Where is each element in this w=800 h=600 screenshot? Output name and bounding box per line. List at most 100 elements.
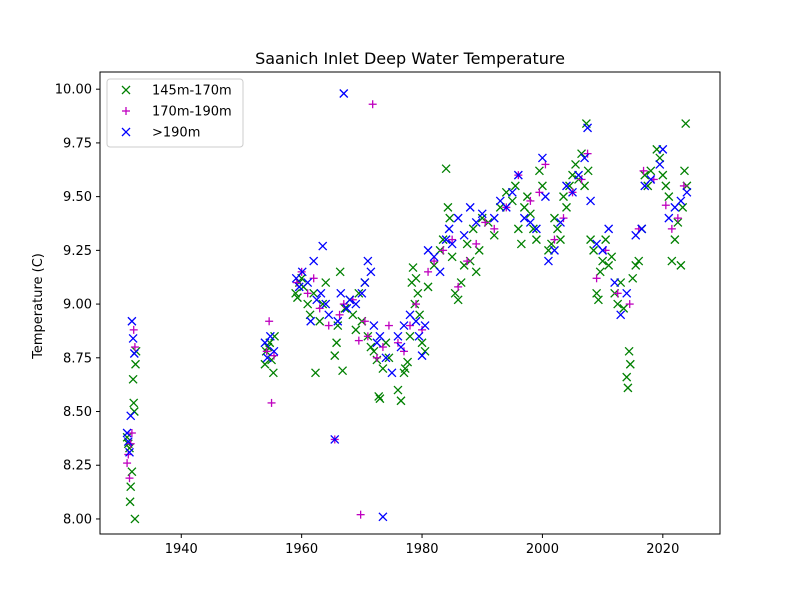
data-point (598, 245, 608, 255)
x-tick-label: 1940 (165, 542, 198, 557)
data-point (624, 346, 634, 356)
data-point (363, 332, 372, 341)
data-point (330, 351, 340, 361)
data-point (412, 300, 421, 309)
data-point (378, 364, 388, 373)
data-point (568, 187, 577, 197)
data-point (510, 181, 520, 191)
data-point (354, 288, 364, 298)
data-point (556, 217, 565, 227)
data-point (270, 331, 280, 341)
data-point (577, 175, 586, 184)
data-point (342, 303, 352, 313)
data-point (411, 273, 421, 283)
data-point (309, 256, 319, 266)
data-point (535, 188, 544, 197)
y-tick-label: 8.75 (63, 351, 92, 366)
data-point (268, 368, 278, 378)
data-point (330, 434, 340, 444)
x-tick-label: 2020 (646, 542, 679, 557)
data-point (680, 166, 689, 176)
data-point (631, 260, 641, 270)
data-point (125, 447, 134, 457)
data-point (125, 497, 135, 507)
y-tick-label: 8.25 (63, 459, 92, 474)
data-point (583, 166, 593, 176)
data-point (658, 170, 668, 180)
data-point (309, 274, 318, 283)
data-point (637, 224, 647, 234)
legend-marker (122, 107, 130, 115)
data-point (465, 202, 475, 212)
y-axis-label: Temperature (C) (31, 253, 46, 360)
data-point (553, 224, 562, 234)
data-point (122, 428, 132, 438)
data-point (333, 316, 343, 326)
data-point (667, 224, 676, 233)
data-point (646, 166, 656, 176)
data-point (294, 282, 304, 292)
chart-title: Saanich Inlet Deep Water Temperature (255, 49, 565, 68)
data-point (610, 278, 620, 288)
data-point (321, 299, 331, 309)
y-tick-label: 9.00 (63, 298, 92, 313)
data-point (681, 119, 691, 129)
data-point (306, 316, 316, 326)
data-point (550, 235, 559, 244)
data-point (297, 267, 307, 277)
data-point (423, 282, 433, 292)
data-point (625, 359, 635, 369)
data-point (604, 260, 614, 270)
data-point (441, 235, 451, 245)
data-point (399, 347, 408, 356)
data-point (583, 149, 592, 158)
data-point (267, 398, 276, 407)
data-point (372, 338, 382, 348)
data-point (130, 343, 139, 352)
data-point (592, 274, 601, 283)
data-point (528, 224, 538, 234)
x-tick-label: 2000 (526, 542, 559, 557)
data-point (129, 325, 138, 334)
data-point (583, 123, 593, 133)
data-point (129, 349, 139, 358)
data-point (415, 310, 425, 320)
data-point (396, 342, 406, 352)
data-point (531, 235, 541, 245)
data-point (595, 267, 605, 277)
data-point (406, 321, 414, 330)
data-point (303, 299, 313, 309)
data-point (526, 196, 535, 205)
data-point (311, 368, 320, 378)
data-point (531, 224, 541, 234)
data-point (447, 239, 457, 249)
data-point (303, 289, 312, 298)
y-tick-label: 8.50 (63, 405, 92, 420)
data-point (345, 295, 355, 305)
data-point (601, 235, 611, 245)
data-point (265, 317, 274, 326)
data-point (131, 359, 140, 369)
data-point (628, 273, 638, 283)
data-point (315, 304, 324, 313)
data-point (393, 385, 403, 395)
data-point (678, 202, 688, 212)
data-point (676, 260, 686, 270)
data-point (516, 239, 526, 249)
data-point (468, 224, 478, 234)
data-point (622, 372, 632, 382)
data-point (550, 245, 559, 255)
data-point (393, 338, 402, 347)
data-point (574, 170, 584, 180)
data-point (405, 331, 415, 341)
data-point (445, 213, 455, 223)
data-point (403, 357, 413, 367)
data-point (265, 331, 275, 341)
data-point (126, 411, 136, 421)
data-point (378, 343, 387, 352)
data-point (439, 246, 448, 255)
data-point (580, 153, 590, 163)
data-point (661, 181, 671, 191)
data-point (661, 201, 670, 210)
